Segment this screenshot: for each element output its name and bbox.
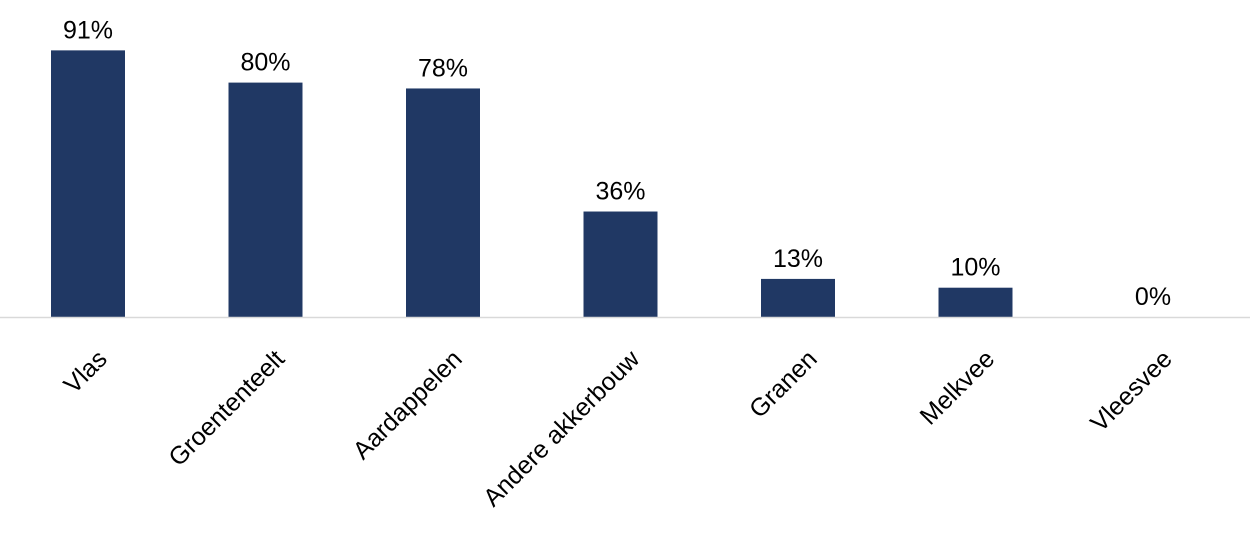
value-label: 80% — [240, 49, 290, 77]
value-label: 10% — [950, 254, 1000, 282]
bar-andere-akkerbouw — [583, 211, 658, 317]
category-label: Vlas — [58, 345, 112, 399]
bar-vlas — [51, 50, 125, 318]
bars-group — [51, 50, 1013, 318]
value-label: 36% — [595, 178, 645, 206]
bar-aardappelen — [406, 88, 480, 318]
category-label: Melkvee — [915, 345, 1001, 431]
category-label: Vleesvee — [1085, 345, 1178, 438]
category-labels-group: Vlas Groententeelt Aardappelen Andere akker… — [58, 344, 1177, 512]
value-label: 78% — [418, 54, 468, 82]
category-label: Andere akkerbouw — [478, 344, 646, 512]
bar-groententeelt — [228, 82, 303, 317]
value-label: 0% — [1135, 283, 1171, 311]
value-label: 13% — [773, 245, 823, 273]
category-label: Groententeelt — [163, 345, 290, 472]
category-label: Aardappelen — [348, 345, 468, 465]
value-label: 91% — [63, 16, 113, 44]
value-labels-group: 91% 80% 78% 36% 13% 10% 0% — [63, 16, 1171, 311]
category-label: Granen — [744, 345, 823, 424]
bar-melkvee — [938, 287, 1013, 317]
bar-granen — [761, 278, 835, 317]
